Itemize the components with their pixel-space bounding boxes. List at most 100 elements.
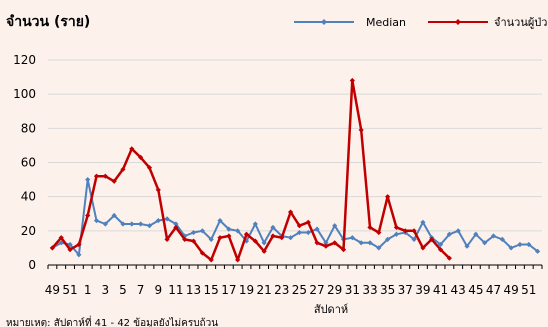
axes bbox=[47, 264, 543, 269]
data-point bbox=[385, 194, 391, 200]
data-point bbox=[367, 240, 373, 246]
legend-marker-cases bbox=[455, 19, 461, 25]
data-point bbox=[49, 245, 56, 251]
x-tick-label-19: 35 bbox=[380, 283, 395, 297]
data-point bbox=[437, 247, 444, 253]
data-point bbox=[190, 229, 197, 236]
data-point bbox=[190, 238, 197, 244]
data-point bbox=[208, 236, 214, 242]
data-point bbox=[67, 241, 73, 248]
x-tick-label-6: 9 bbox=[154, 283, 162, 297]
y-tick-60: 60 bbox=[21, 156, 36, 170]
data-point bbox=[464, 243, 470, 249]
data-point bbox=[526, 241, 532, 248]
x-tick-label-16: 29 bbox=[327, 283, 342, 297]
data-point bbox=[76, 252, 82, 258]
data-point bbox=[279, 235, 285, 241]
x-axis-label: สัปดาห์ bbox=[314, 303, 348, 316]
data-point bbox=[138, 154, 144, 160]
y-tick-0: 0 bbox=[28, 258, 36, 272]
data-point bbox=[323, 243, 329, 249]
data-point bbox=[217, 235, 223, 241]
data-point bbox=[155, 217, 161, 224]
x-tick-label-14: 25 bbox=[292, 283, 307, 297]
legend-item-median: Median bbox=[294, 16, 406, 29]
data-point bbox=[437, 241, 444, 248]
legend-label-cases: จำนวนผู้ป่วย bbox=[494, 16, 548, 29]
data-point bbox=[482, 240, 488, 246]
data-point bbox=[217, 217, 223, 224]
data-point bbox=[402, 228, 408, 234]
x-tick-label-7: 11 bbox=[168, 283, 183, 297]
x-tick-label-21: 39 bbox=[415, 283, 430, 297]
data-point bbox=[85, 176, 91, 183]
legend-item-cases: จำนวนผู้ป่วย bbox=[428, 16, 548, 29]
data-point bbox=[420, 245, 426, 251]
y-tick-80: 80 bbox=[21, 121, 36, 135]
data-point bbox=[420, 219, 426, 225]
x-tick-label-3: 3 bbox=[102, 283, 110, 297]
data-point bbox=[199, 228, 205, 234]
data-point bbox=[296, 223, 303, 229]
x-tick-label-24: 45 bbox=[468, 283, 483, 297]
data-point bbox=[305, 219, 311, 225]
data-point bbox=[270, 233, 276, 239]
data-point bbox=[296, 229, 303, 236]
data-point bbox=[455, 228, 461, 234]
data-point bbox=[93, 217, 100, 224]
data-point bbox=[358, 127, 364, 133]
data-point bbox=[446, 231, 452, 237]
y-tick-40: 40 bbox=[21, 190, 36, 204]
data-point bbox=[102, 173, 108, 179]
data-point bbox=[173, 224, 179, 231]
x-tick-label-13: 23 bbox=[274, 283, 289, 297]
data-point bbox=[164, 216, 170, 222]
data-point bbox=[287, 209, 294, 215]
x-tick-label-2: 1 bbox=[84, 283, 92, 297]
data-point bbox=[252, 221, 258, 227]
data-point bbox=[67, 247, 73, 253]
data-point bbox=[182, 236, 188, 242]
x-tick-label-10: 17 bbox=[221, 283, 236, 297]
x-tick-label-26: 49 bbox=[503, 283, 518, 297]
legend: Median จำนวนผู้ป่วย bbox=[294, 16, 548, 29]
x-tick-label-1: 51 bbox=[62, 283, 77, 297]
data-point bbox=[305, 229, 311, 236]
x-tick-label-4: 5 bbox=[119, 283, 127, 297]
data-point bbox=[349, 235, 355, 241]
data-point bbox=[226, 226, 232, 232]
data-point bbox=[287, 235, 294, 241]
x-tick-label-15: 27 bbox=[309, 283, 324, 297]
data-point bbox=[111, 212, 117, 219]
data-point bbox=[349, 77, 355, 84]
data-point bbox=[340, 247, 347, 253]
data-point bbox=[58, 235, 64, 241]
data-point bbox=[508, 245, 514, 251]
data-point bbox=[120, 221, 126, 227]
data-point bbox=[93, 173, 100, 179]
x-tick-label-12: 21 bbox=[256, 283, 271, 297]
data-point bbox=[314, 240, 320, 246]
data-point bbox=[129, 221, 135, 227]
data-point bbox=[164, 236, 170, 242]
data-point bbox=[270, 224, 276, 231]
data-point bbox=[235, 228, 241, 234]
data-point bbox=[261, 240, 267, 246]
data-point bbox=[332, 240, 338, 246]
x-tick-label-0: 49 bbox=[45, 283, 60, 297]
x-tick-label-17: 31 bbox=[345, 283, 360, 297]
data-point bbox=[261, 248, 267, 254]
data-point bbox=[429, 236, 435, 242]
data-point bbox=[243, 231, 250, 237]
data-point bbox=[102, 221, 108, 227]
data-point bbox=[393, 224, 400, 231]
legend-label-median: Median bbox=[366, 16, 406, 29]
data-point bbox=[393, 231, 400, 237]
data-point bbox=[138, 221, 144, 227]
data-point bbox=[111, 178, 117, 184]
x-tick-label-18: 33 bbox=[362, 283, 377, 297]
data-point bbox=[314, 226, 320, 232]
x-tick-label-23: 43 bbox=[451, 283, 466, 297]
footnote: หมายเหตุ: สัปดาห์ที่ 41 - 42 ข้อมูลยังไม… bbox=[6, 315, 218, 327]
